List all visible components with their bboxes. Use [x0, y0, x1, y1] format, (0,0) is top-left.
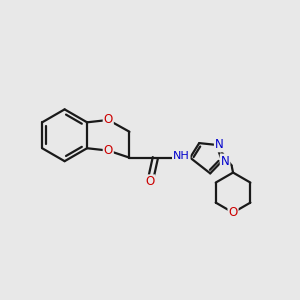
Text: O: O — [146, 175, 155, 188]
Text: NH: NH — [173, 151, 190, 161]
Text: O: O — [228, 206, 238, 219]
Text: N: N — [215, 138, 224, 152]
Text: O: O — [103, 144, 113, 157]
Text: O: O — [103, 113, 113, 127]
Text: N: N — [221, 154, 230, 167]
